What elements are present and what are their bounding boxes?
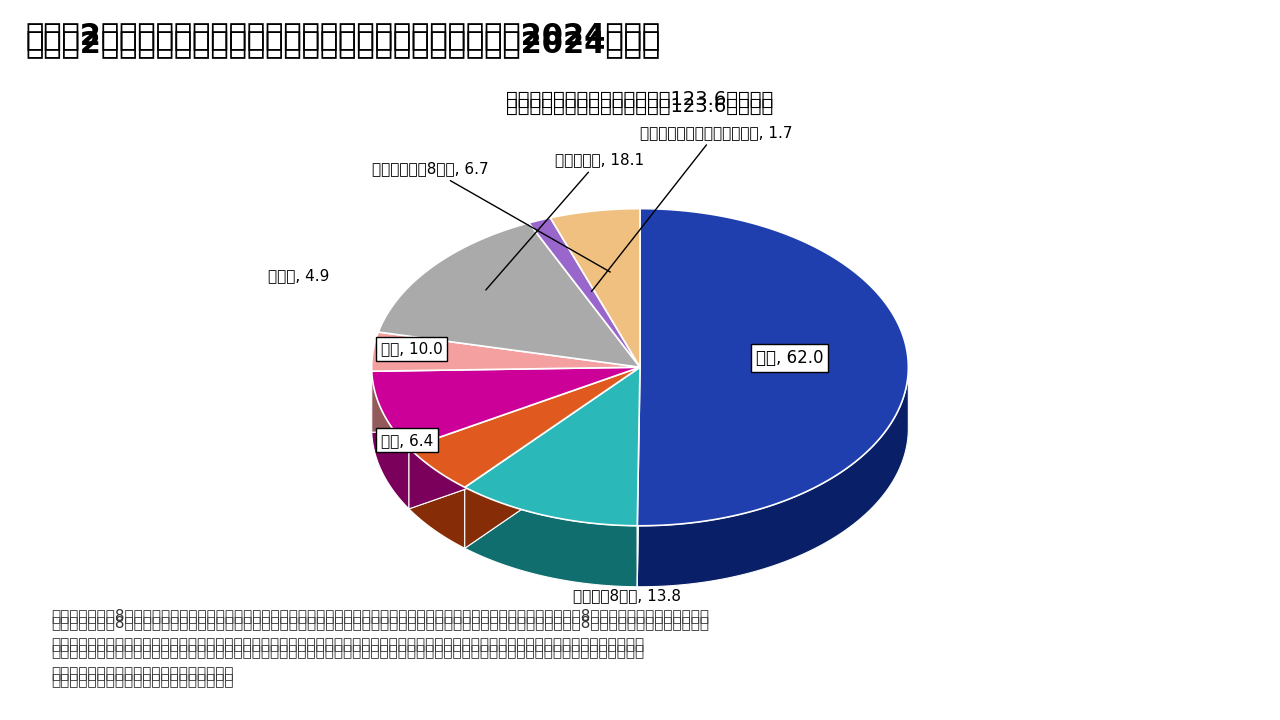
Text: その他市場, 18.1: その他市場, 18.1 (486, 153, 644, 290)
Text: （出所）ブルームバーグよりインベスコ作成: （出所）ブルームバーグよりインベスコ作成 (51, 666, 234, 681)
Text: （出所）ブルームバーグよりインベスコ作成: （出所）ブルームバーグよりインベスコ作成 (51, 673, 234, 688)
Text: （注）欧州主要8市場は、英国、ドイツ、フランス、イタリア、スペイン、オランダ、スイス、スウェーデン。その他アジア主要8市場は、韓国、台湾、インド: （注）欧州主要8市場は、英国、ドイツ、フランス、イタリア、スペイン、オランダ、ス… (51, 608, 709, 624)
Polygon shape (371, 367, 640, 432)
Text: （注）欧州主要8市場は、英国、ドイツ、フランス、イタリア、スペイン、オランダ、スイス、スウェーデン。その他アジア主要8市場は、韓国、台湾、インド: （注）欧州主要8市場は、英国、ドイツ、フランス、イタリア、スペイン、オランダ、ス… (51, 616, 709, 631)
Text: （図表2）グローバル株式市場の時価総額（単位：兆ドル、2024年末）: （図表2）グローバル株式市場の時価総額（単位：兆ドル、2024年末） (26, 22, 660, 50)
PathPatch shape (371, 332, 640, 372)
Text: 米国, 62.0: 米国, 62.0 (756, 349, 823, 367)
Polygon shape (371, 372, 410, 509)
PathPatch shape (637, 209, 909, 526)
Text: ネシア、シンガポール、マレーシア、タイ、フィリピン、ベトナム。アジア域外主要新興国市場は、ブラジル、メキシコ、トルコ、南アフリカ。: ネシア、シンガポール、マレーシア、タイ、フィリピン、ベトナム。アジア域外主要新興… (51, 644, 644, 660)
Text: ネシア、シンガポール、マレーシア、タイ、フィリピン、ベトナム。アジア域外主要新興国市場は、ブラジル、メキシコ、トルコ、南アフリカ。: ネシア、シンガポール、マレーシア、タイ、フィリピン、ベトナム。アジア域外主要新興… (51, 637, 644, 652)
Polygon shape (371, 367, 640, 432)
Polygon shape (410, 367, 640, 509)
Text: （図表2）グローバル株式市場の時価総額（単位：兆ドル、2024年末）: （図表2）グローバル株式市場の時価総額（単位：兆ドル、2024年末） (26, 29, 660, 58)
Text: 日本, 6.4: 日本, 6.4 (381, 433, 433, 448)
Text: 欧州主要8市場, 13.8: 欧州主要8市場, 13.8 (573, 588, 681, 603)
PathPatch shape (410, 367, 640, 487)
Polygon shape (410, 367, 640, 509)
Text: ＜グローバル全体の時価総額＝123.6兆ドル＞: ＜グローバル全体の時価総額＝123.6兆ドル＞ (507, 90, 773, 109)
PathPatch shape (550, 209, 640, 367)
PathPatch shape (465, 367, 640, 526)
Polygon shape (410, 448, 465, 548)
Polygon shape (465, 367, 640, 548)
Polygon shape (637, 367, 640, 587)
Polygon shape (637, 367, 640, 587)
Text: インド, 4.9: インド, 4.9 (268, 269, 329, 283)
Polygon shape (465, 367, 640, 548)
PathPatch shape (529, 217, 640, 367)
PathPatch shape (379, 223, 640, 367)
Polygon shape (637, 369, 909, 587)
Text: 中国, 10.0: 中国, 10.0 (381, 341, 443, 356)
Text: ＜グローバル全体の時価総額＝123.6兆ドル＞: ＜グローバル全体の時価総額＝123.6兆ドル＞ (507, 97, 773, 116)
Polygon shape (465, 487, 637, 587)
Text: アジア域外の主要新興国市場, 1.7: アジア域外の主要新興国市場, 1.7 (591, 125, 792, 292)
Text: その他アジア8市場, 6.7: その他アジア8市場, 6.7 (371, 161, 611, 272)
Ellipse shape (371, 269, 909, 587)
PathPatch shape (371, 367, 640, 448)
